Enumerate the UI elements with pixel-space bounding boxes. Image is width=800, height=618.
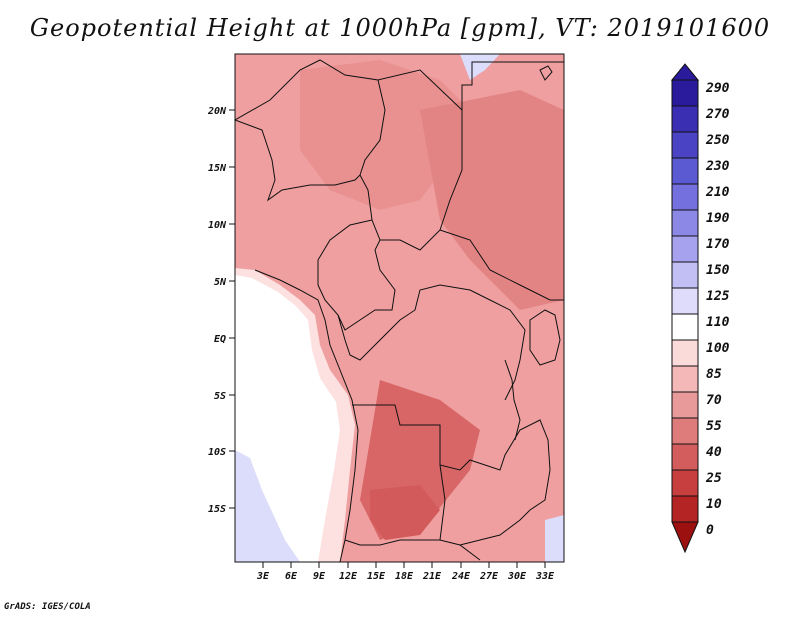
lat-tick-label: 5N (214, 277, 227, 288)
border-path (317, 219, 396, 331)
border-path (539, 65, 553, 81)
colorbar-label: 230 (705, 159, 730, 174)
geopotential-field (235, 54, 564, 562)
map-title: Geopotential Height at 1000hPa [gpm], VT… (29, 14, 771, 42)
lon-tick-label: 24E (451, 571, 471, 582)
colorbar (670, 63, 700, 554)
colorbar-label: 10 (706, 497, 722, 512)
lon-tick-label: 18E (395, 571, 414, 582)
lon-tick-labels: 3E 6E 9E 12E 15E 18E 21E 24E 27E 30E 33E (256, 571, 555, 582)
lon-tick-label: 15E (367, 571, 386, 582)
lat-tick-label: 20N (207, 106, 227, 117)
border-path (439, 464, 446, 541)
colorbar-label: 150 (706, 263, 730, 278)
lat-tick-labels: 20N 15N 10N 5N EQ 5S 10S 15S (207, 106, 227, 515)
southwest-low (235, 450, 300, 562)
colorbar-label: 110 (706, 315, 730, 330)
border-path (461, 61, 564, 110)
lat-tick-label: 10S (208, 447, 226, 458)
colorbar-label: 290 (705, 81, 730, 96)
colorbar-labels: 290 270 250 230 210 190 170 150 125 110 … (705, 81, 730, 538)
colorbar-swatch (671, 287, 699, 315)
country-borders (235, 59, 564, 562)
colorbar-swatch (671, 443, 699, 471)
lon-tick-label: 12E (339, 571, 358, 582)
colorbar-label: 85 (706, 367, 722, 382)
colorbar-swatch (671, 495, 699, 523)
border-path (439, 229, 564, 301)
map-frame (234, 53, 565, 563)
colorbar-label: 55 (706, 419, 722, 434)
colorbar-label: 70 (706, 393, 722, 408)
sahara-zone (300, 60, 470, 210)
lat-tick-marks (229, 109, 235, 509)
lat-tick-label: EQ (214, 334, 226, 345)
colorbar-swatch (671, 209, 699, 237)
southeast-low (545, 515, 564, 562)
colorbar-swatch (671, 79, 699, 107)
lon-tick-marks (262, 562, 546, 568)
colorbar-swatch (671, 235, 699, 263)
border-path (337, 284, 526, 401)
lon-tick-label: 3E (256, 571, 270, 582)
colorbar-label: 270 (705, 107, 730, 122)
colorbar-swatch (671, 391, 699, 419)
border-path (504, 359, 521, 441)
colorbar-top-arrow (670, 63, 700, 81)
colorbar-bottom-arrow (671, 521, 699, 554)
colorbar-swatch (671, 105, 699, 133)
lon-tick-label: 33E (535, 571, 555, 582)
colorbar-label: 100 (706, 341, 730, 356)
colorbar-label: 25 (705, 471, 722, 486)
lat-tick-label: 10N (208, 220, 227, 231)
colorbar-label: 125 (706, 289, 730, 304)
colorbar-swatch (671, 469, 699, 497)
colorbar-swatch (671, 131, 699, 159)
colorbar-swatch (671, 313, 699, 341)
colorbar-label: 250 (705, 133, 730, 148)
coastline-path (254, 269, 359, 562)
colorbar-label: 190 (706, 211, 730, 226)
colorbar-swatch (671, 157, 699, 185)
sudan-zone (420, 90, 564, 310)
lon-tick-label: 30E (507, 571, 527, 582)
colorbar-swatch (671, 417, 699, 445)
colorbar-label: 210 (705, 185, 730, 200)
colorbar-swatch (671, 261, 699, 289)
colorbar-label: 170 (706, 237, 730, 252)
grads-credit: GrADS: IGES/COLA (4, 602, 91, 612)
colorbar-swatch (671, 183, 699, 211)
lon-tick-label: 21E (422, 571, 442, 582)
lon-tick-label: 27E (479, 571, 499, 582)
border-path (359, 69, 463, 251)
border-path (344, 539, 481, 561)
lat-tick-label: 5S (214, 391, 226, 402)
colorbar-label: 40 (706, 445, 722, 460)
lon-tick-label: 9E (313, 571, 326, 582)
north-low (460, 54, 500, 80)
colorbar-label: 0 (706, 523, 714, 538)
lon-tick-label: 6E (285, 571, 298, 582)
lake-victoria-outline (529, 309, 561, 366)
colorbar-swatch (671, 365, 699, 393)
border-path (352, 404, 551, 546)
colorbar-swatch (671, 339, 699, 367)
lat-tick-label: 15N (208, 163, 227, 174)
lat-tick-label: 15S (208, 504, 226, 515)
southern-core (370, 485, 440, 540)
